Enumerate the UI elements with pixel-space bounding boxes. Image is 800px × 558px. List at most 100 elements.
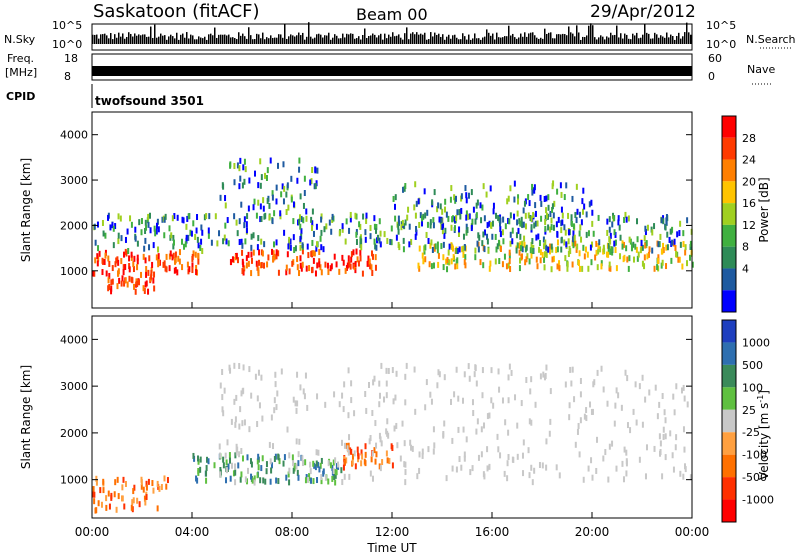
- power-cell: [441, 228, 444, 235]
- power-cell: [575, 183, 578, 190]
- power-cell: [670, 257, 673, 264]
- date-title: 29/Apr/2012: [590, 2, 696, 22]
- velocity-cell: [238, 451, 241, 458]
- power-cell: [128, 255, 131, 262]
- power-cell: [674, 245, 677, 252]
- power-cell: [660, 217, 663, 224]
- power-cell: [440, 243, 443, 250]
- power-cell: [521, 246, 524, 253]
- nsky-bar: [360, 39, 362, 44]
- power-cell: [260, 238, 263, 245]
- power-cell: [519, 233, 522, 240]
- power-cell: [410, 238, 413, 245]
- power-cell: [486, 233, 489, 240]
- velocity-cell: [232, 470, 235, 477]
- nsky-bar: [328, 32, 330, 44]
- power-cell: [662, 247, 665, 254]
- power-cell: [547, 213, 550, 220]
- power-cell: [575, 217, 578, 224]
- nsky-bar: [528, 33, 530, 44]
- power-cell: [314, 166, 317, 173]
- power-cell: [538, 240, 541, 247]
- power-cell: [551, 256, 554, 263]
- velocity-cell: [121, 484, 124, 491]
- power-cell: [632, 241, 635, 248]
- velocity-cell: [430, 398, 433, 405]
- power-cell: [355, 248, 358, 255]
- velocity-cell: [235, 449, 238, 456]
- power-cell: [108, 260, 111, 267]
- velocity-cell: [622, 476, 625, 483]
- velocity-cell: [238, 363, 241, 370]
- velocity-cell: [496, 433, 499, 440]
- power-cell: [587, 265, 590, 272]
- power-cell: [110, 279, 113, 286]
- velocity-cell: [429, 391, 432, 398]
- velocity-cell: [235, 394, 238, 401]
- velocity-cell: [296, 371, 299, 378]
- velocity-cell: [270, 462, 273, 469]
- power-cell: [578, 211, 581, 218]
- power-cell: [310, 250, 313, 257]
- velocity-cell: [292, 467, 295, 474]
- power-cell: [311, 224, 314, 231]
- power-cell: [534, 220, 537, 227]
- power-cell: [421, 252, 424, 259]
- nsky-bar: [214, 27, 216, 44]
- power-cell: [580, 236, 583, 243]
- power-cell: [563, 194, 566, 201]
- power-cell: [192, 220, 195, 227]
- nsky-bar: [624, 33, 626, 44]
- velocity-cell: [115, 506, 118, 513]
- power-cell: [268, 202, 271, 209]
- nsky-bar: [162, 35, 164, 44]
- power-cell: [218, 230, 221, 237]
- power-cell: [355, 213, 358, 220]
- power-cell: [457, 230, 460, 237]
- nsky-bar: [600, 35, 602, 44]
- nsearch-label: N.Search: [746, 33, 796, 46]
- power-cell: [464, 185, 467, 192]
- velocity-cell: [253, 479, 256, 486]
- power-cell: [165, 266, 168, 273]
- velocity-cell: [401, 420, 404, 427]
- power-cell: [567, 251, 570, 258]
- power-cell: [112, 242, 115, 249]
- velocity-cell: [395, 370, 398, 377]
- velocity-cell: [206, 456, 209, 463]
- nsky-bar: [598, 37, 600, 44]
- power-cell: [271, 218, 274, 225]
- velocity-cell: [480, 426, 483, 433]
- velocity-cell: [221, 368, 224, 375]
- velocity-cell: [499, 452, 502, 459]
- power-cell: [298, 166, 301, 173]
- power-cell: [348, 261, 351, 268]
- power-cell: [316, 167, 319, 174]
- velocity-cell: [92, 491, 95, 498]
- power-cell: [111, 278, 114, 285]
- nsky-bar: [642, 34, 644, 44]
- velocity-cell: [229, 475, 232, 482]
- power-cell: [499, 231, 502, 238]
- power-cell: [164, 213, 167, 220]
- nsky-bar: [248, 27, 250, 44]
- power-cell: [430, 263, 433, 270]
- velocity-cell: [364, 451, 367, 458]
- power-cell: [257, 199, 260, 206]
- power-cell: [344, 267, 347, 274]
- velocity-cell: [360, 460, 363, 467]
- power-cell: [543, 256, 546, 263]
- power-cell: [608, 261, 611, 268]
- power-cell: [314, 183, 317, 190]
- power-cell: [271, 190, 274, 197]
- nsky-bar: [182, 33, 184, 44]
- velocity-cell: [482, 471, 485, 478]
- velocity-cell: [347, 367, 350, 374]
- nsky-bar: [344, 37, 346, 44]
- nsky-bar: [460, 39, 462, 44]
- nsky-bar: [146, 36, 148, 44]
- velocity-cell: [443, 374, 446, 381]
- nsky-bar: [196, 39, 198, 44]
- power-cell: [513, 213, 516, 220]
- velocity-cell: [661, 393, 664, 400]
